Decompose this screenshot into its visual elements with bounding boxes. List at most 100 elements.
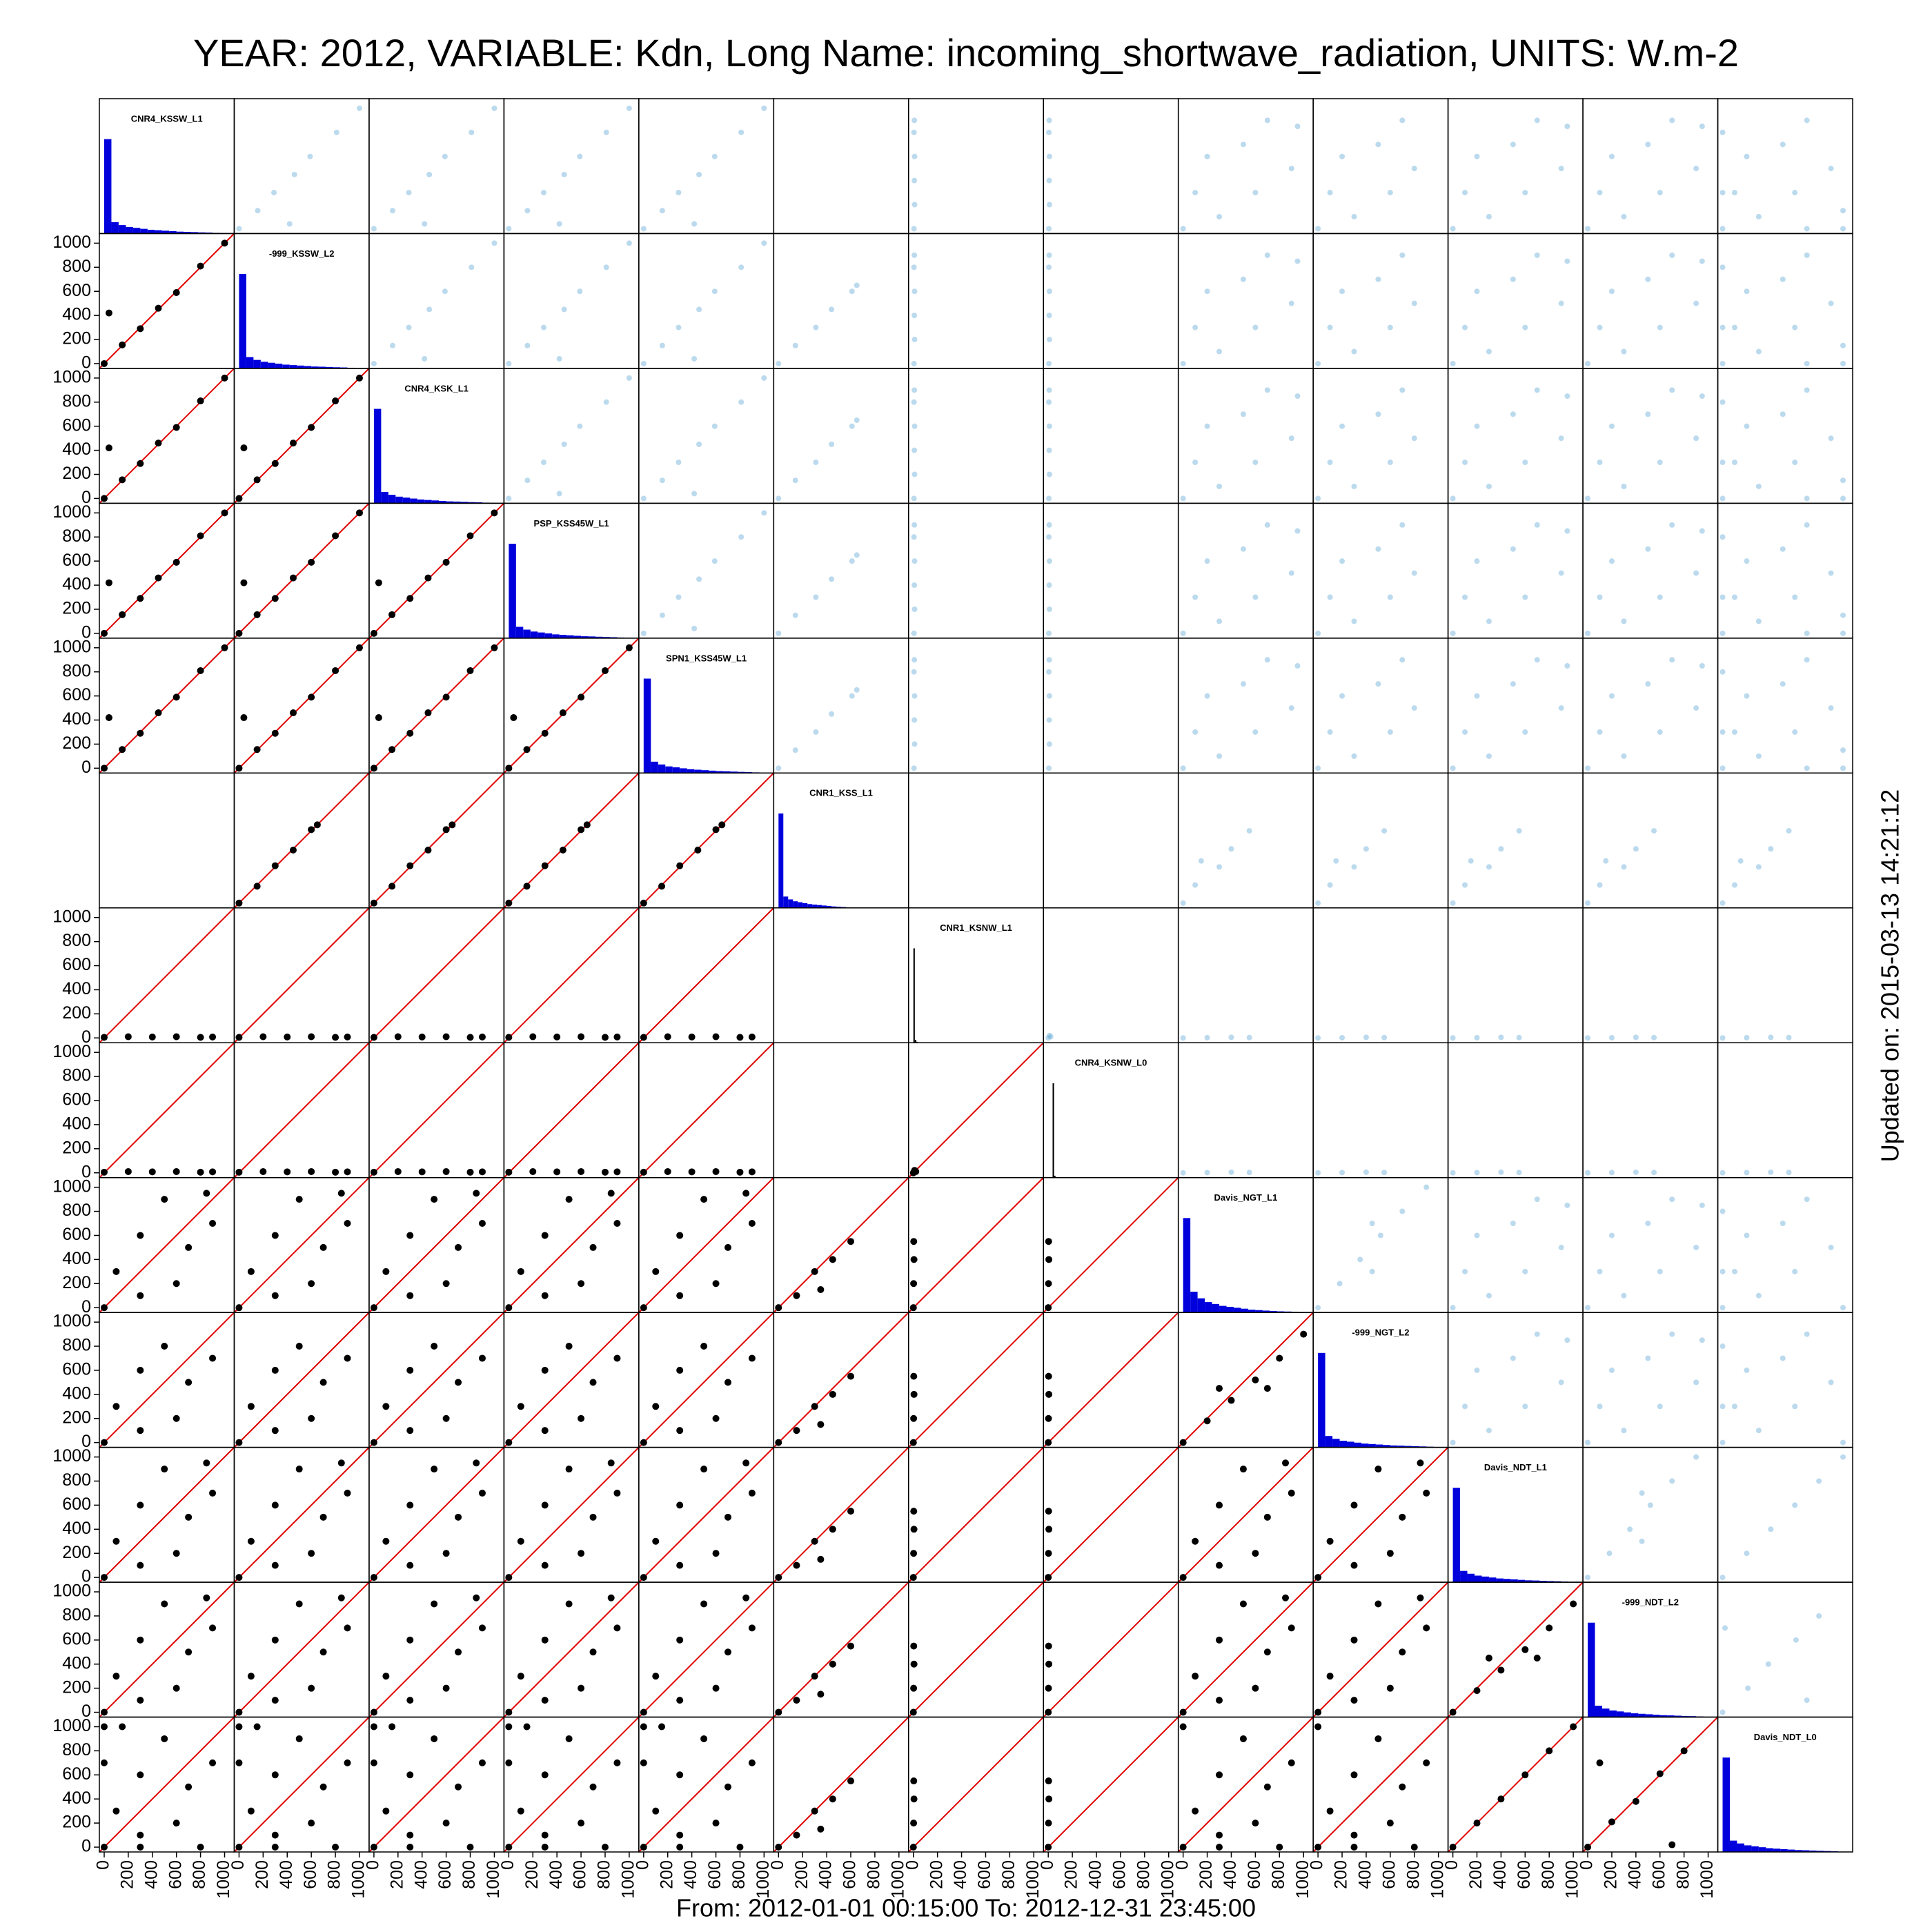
- scatter-point: [517, 1268, 524, 1275]
- scatter-point: [344, 1354, 351, 1362]
- density-point: [1240, 681, 1246, 687]
- panel: [1180, 117, 1301, 232]
- panel: [1178, 1582, 1314, 1717]
- x-tick-label: 600: [571, 1860, 590, 1889]
- histogram-bar: [1667, 1715, 1675, 1717]
- scatter-point: [308, 558, 315, 566]
- density-point: [1516, 828, 1522, 834]
- scatter-point: [589, 1783, 597, 1791]
- panel: [234, 1312, 369, 1448]
- histogram-bar: [552, 634, 560, 638]
- scatter-point: [308, 1280, 315, 1288]
- histogram-bar: [1361, 1443, 1369, 1448]
- density-point: [577, 153, 583, 159]
- variable-label: CNR4_KSNW_L0: [1075, 1058, 1147, 1068]
- y-tick-label: 600: [62, 551, 91, 570]
- x-tick-label: 0: [498, 1860, 518, 1870]
- y-tick-label: 1000: [52, 1176, 91, 1196]
- scatter-point: [910, 1820, 918, 1827]
- scatter-point: [1497, 1666, 1505, 1674]
- scatter-point: [271, 1844, 279, 1851]
- scatter-point: [137, 325, 144, 333]
- scatter-point: [1399, 1783, 1406, 1791]
- density-point: [540, 324, 546, 331]
- x-tick-label: 800: [1269, 1860, 1288, 1889]
- histogram-bar: [439, 500, 446, 504]
- histogram-bar: [1383, 1445, 1390, 1448]
- identity-line: [234, 1312, 369, 1448]
- density-point: [1192, 190, 1199, 196]
- density-point: [561, 306, 567, 313]
- x-tick-label: 600: [301, 1860, 320, 1889]
- histogram-bar: [1595, 1706, 1602, 1717]
- panel: [504, 1177, 639, 1313]
- scatter-point: [337, 1459, 345, 1467]
- histogram-bar: [588, 636, 596, 638]
- scatter-point: [271, 1232, 279, 1239]
- density-point: [1780, 681, 1786, 687]
- scatter-point: [1546, 1747, 1553, 1755]
- scatter-point: [100, 1574, 108, 1581]
- identity-line: [99, 1717, 235, 1853]
- density-point: [1731, 882, 1737, 888]
- y-tick-label: 400: [62, 979, 91, 998]
- histogram-bar: [1255, 1310, 1263, 1313]
- density-point: [1180, 495, 1186, 502]
- histogram-bar: [1347, 1441, 1354, 1448]
- density-point: [1558, 300, 1564, 306]
- density-point: [1423, 1184, 1430, 1190]
- density-point: [1639, 1538, 1645, 1544]
- density-point: [911, 471, 918, 477]
- density-point: [1840, 612, 1846, 618]
- histogram-bar: [672, 767, 680, 773]
- density-point: [1498, 846, 1504, 852]
- scatter-point: [910, 1414, 918, 1422]
- density-point: [1204, 558, 1210, 564]
- scatter-point: [370, 1723, 377, 1731]
- scatter-point: [505, 1168, 513, 1176]
- scatter-point: [1374, 1466, 1382, 1473]
- histogram-bar: [822, 905, 827, 908]
- density-point: [1046, 423, 1052, 429]
- scatter-point: [478, 1489, 486, 1497]
- scatter-point: [332, 1034, 339, 1041]
- density-point: [1657, 1268, 1663, 1274]
- density-point: [911, 717, 918, 723]
- histogram-bar: [515, 627, 524, 638]
- scatter-point: [613, 1354, 621, 1362]
- scatter-point: [541, 1366, 549, 1374]
- density-point: [1597, 882, 1603, 888]
- scatter-point: [1045, 1414, 1052, 1422]
- density-point: [1657, 729, 1663, 735]
- scatter-point: [1423, 1489, 1430, 1497]
- scatter-point: [155, 574, 162, 582]
- density-point: [1693, 300, 1699, 306]
- scatter-point: [424, 709, 432, 717]
- scatter-point: [172, 558, 180, 566]
- density-point: [1387, 190, 1393, 196]
- panel: [1585, 387, 1705, 502]
- density-point: [1399, 387, 1406, 393]
- y-tick-label: 800: [62, 257, 91, 276]
- scatter-point: [148, 1033, 156, 1041]
- scatter-point: [724, 1648, 731, 1656]
- x-tick-label: 600: [435, 1860, 455, 1889]
- scatter-point: [235, 1723, 243, 1731]
- density-point: [1204, 288, 1210, 295]
- density-point: [1315, 900, 1321, 906]
- panel: [368, 1177, 504, 1313]
- panel: [1585, 828, 1657, 906]
- scatter-point: [510, 714, 518, 722]
- histogram-bar: [147, 229, 155, 234]
- density-point: [696, 576, 702, 582]
- scatter-point: [119, 476, 126, 484]
- density-point: [711, 423, 718, 429]
- histogram-bar: [118, 225, 126, 234]
- scatter-point: [1203, 1417, 1211, 1425]
- scatter-point: [1045, 1390, 1053, 1398]
- scatter-point: [203, 1459, 210, 1467]
- histogram-bar: [417, 499, 425, 504]
- density-point: [1651, 1034, 1657, 1041]
- density-point: [1744, 423, 1750, 429]
- scatter-point: [382, 1268, 390, 1275]
